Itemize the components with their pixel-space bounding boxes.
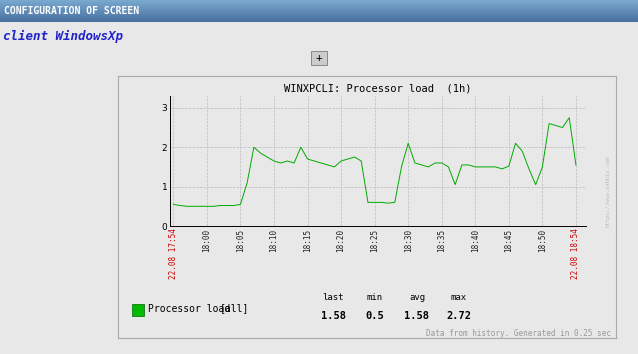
Text: Data from history. Generated in 0.25 sec: Data from history. Generated in 0.25 sec (426, 330, 611, 338)
Text: 1.58: 1.58 (320, 311, 346, 321)
Text: min: min (367, 293, 383, 303)
Text: 18:10: 18:10 (269, 229, 279, 252)
Text: client WindowsXp: client WindowsXp (3, 30, 123, 42)
Text: last: last (322, 293, 344, 303)
Text: 18:25: 18:25 (370, 229, 379, 252)
Text: max: max (451, 293, 467, 303)
Bar (311, 51, 327, 65)
Text: +: + (316, 53, 322, 63)
Text: 2.72: 2.72 (447, 311, 471, 321)
Text: 18:20: 18:20 (337, 229, 346, 252)
Text: https://www.zabbix.com: https://www.zabbix.com (605, 155, 611, 227)
Text: Processor load: Processor load (148, 303, 230, 314)
Text: 18:40: 18:40 (471, 229, 480, 252)
Text: 0.5: 0.5 (366, 311, 384, 321)
Text: 18:50: 18:50 (538, 229, 547, 252)
Text: avg: avg (409, 293, 425, 303)
Title: WINXPCLI: Processor load  (1h): WINXPCLI: Processor load (1h) (285, 84, 471, 94)
Text: 1.58: 1.58 (404, 311, 429, 321)
Text: 18:00: 18:00 (202, 229, 211, 252)
Text: 18:45: 18:45 (504, 229, 514, 252)
Text: 18:05: 18:05 (236, 229, 245, 252)
Text: 18:15: 18:15 (303, 229, 312, 252)
Text: 18:30: 18:30 (404, 229, 413, 252)
Bar (132, 304, 144, 316)
Text: 22.08 18:54: 22.08 18:54 (572, 229, 581, 279)
Text: 22.08 17:54: 22.08 17:54 (169, 229, 178, 279)
Text: [all]: [all] (220, 303, 249, 314)
Text: 18:35: 18:35 (437, 229, 446, 252)
Text: CONFIGURATION OF SCREEN: CONFIGURATION OF SCREEN (4, 6, 139, 16)
